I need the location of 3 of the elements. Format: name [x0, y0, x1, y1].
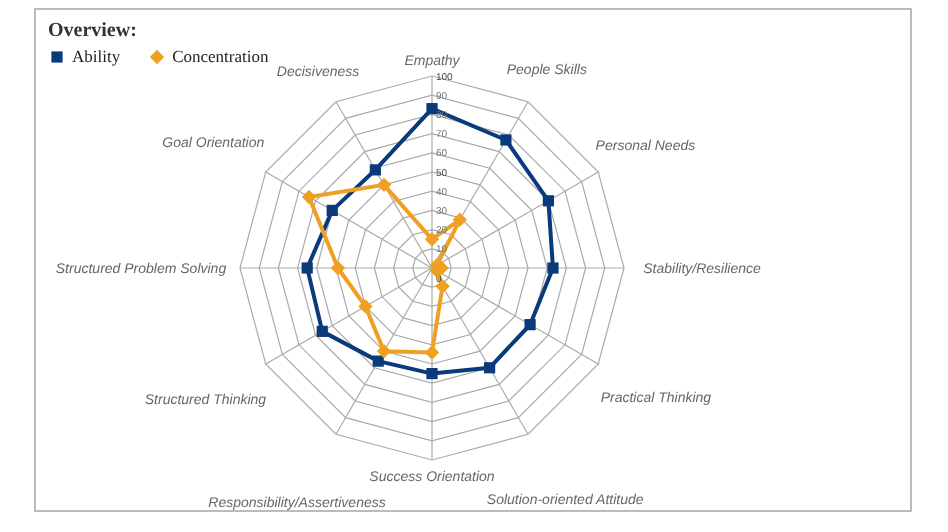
chart-title: Overview: [48, 20, 137, 42]
legend-label: Concentration [170, 46, 269, 66]
legend-label: Ability [70, 46, 121, 66]
